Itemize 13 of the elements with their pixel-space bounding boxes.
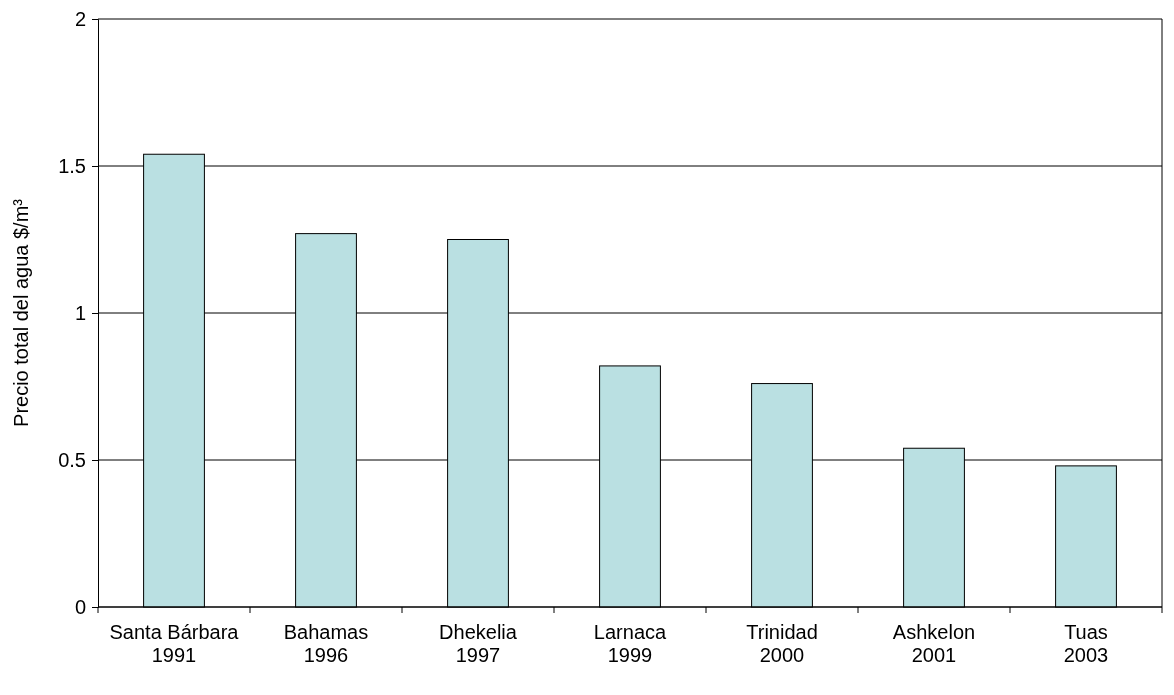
x-tick-label: Dhekelia 1997 [439, 621, 518, 666]
y-tick-label: 0.5 [58, 448, 86, 471]
y-axis-title: Precio total del agua $/m³ [10, 198, 32, 427]
x-tick-label: Ashkelon 2001 [892, 621, 976, 666]
x-tick-label: Tuas 2003 [1063, 621, 1109, 666]
x-tick-label: Trinidad 2000 [746, 621, 818, 666]
y-tick-label: 2 [74, 7, 86, 30]
y-tick-label: 1.5 [58, 154, 86, 177]
y-tick-label: 0 [74, 595, 86, 618]
x-tick-label: Larnaca 1999 [593, 621, 668, 666]
x-tick-label: Santa Bárbara 1991 [109, 621, 240, 666]
y-tick-label: 1 [74, 301, 86, 324]
x-tick-label: Bahamas 1996 [283, 621, 369, 666]
